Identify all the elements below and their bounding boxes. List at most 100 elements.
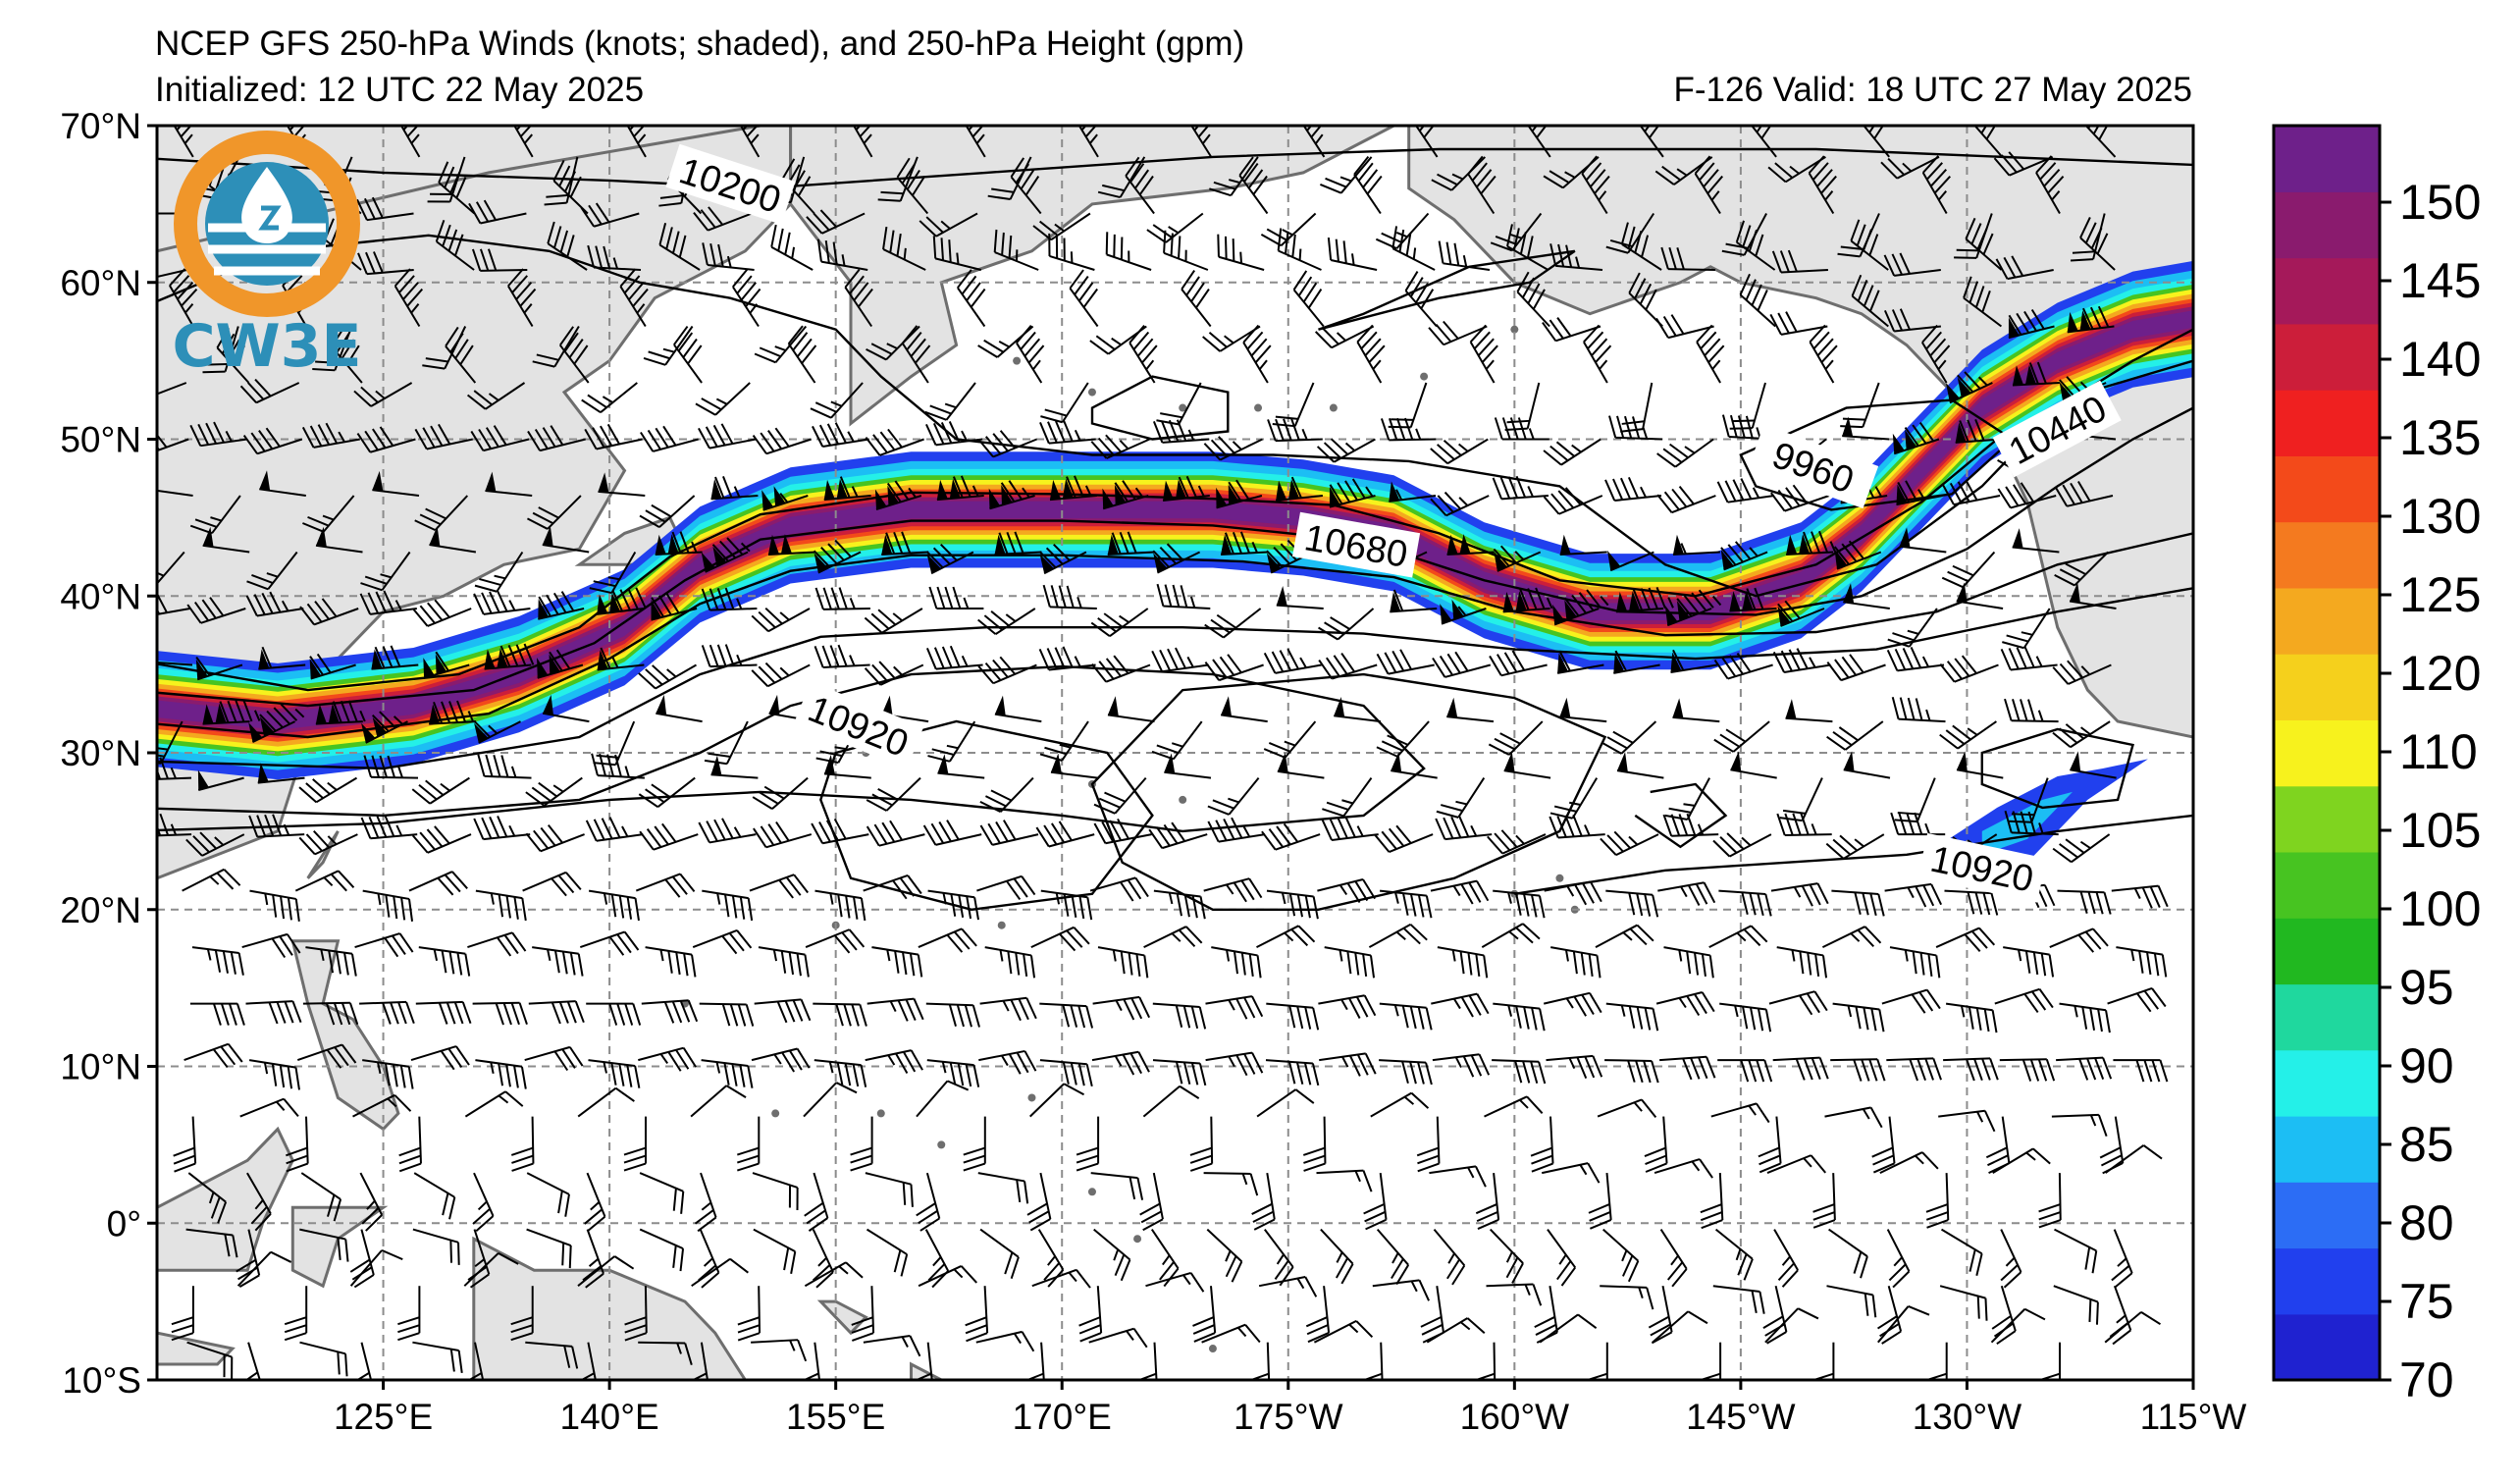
wind-barb — [1316, 1169, 1373, 1192]
wind-barb — [1435, 816, 1493, 841]
wind-barb — [577, 1255, 635, 1287]
wind-barb — [527, 425, 586, 452]
wind-barb — [658, 222, 701, 271]
wind-barb — [1143, 926, 1203, 948]
height-contour-loop-1 — [1090, 375, 1230, 441]
wind-barb — [1076, 1116, 1100, 1172]
wind-barb — [1277, 752, 1325, 779]
wind-barb — [1887, 608, 1938, 648]
wind-barb — [1894, 777, 1936, 823]
wind-barb — [1484, 1095, 1544, 1118]
wind-barb — [1543, 438, 1601, 466]
jet-band-8 — [157, 306, 2193, 734]
wind-barb — [1327, 237, 1378, 271]
height-contour-loop-5 — [1980, 727, 2134, 810]
wind-barb — [2012, 528, 2060, 554]
wind-barb — [1261, 822, 1321, 851]
wind-barb — [423, 651, 470, 679]
wind-barb — [589, 552, 637, 595]
colorbar-label: 130 — [2399, 489, 2481, 544]
wind-barb — [429, 526, 477, 554]
wind-barb — [1031, 1268, 1091, 1289]
wind-barb — [1042, 584, 1097, 609]
wind-barb — [1843, 751, 1891, 779]
wind-barb — [331, 327, 363, 384]
wind-barb — [993, 229, 1039, 271]
wind-barb — [1634, 126, 1664, 158]
wind-barb — [977, 656, 1037, 685]
wind-barb — [1102, 480, 1149, 510]
lat-label: 60°N — [60, 263, 141, 303]
wind-barb — [823, 476, 871, 502]
wind-barb — [597, 587, 647, 615]
wind-barb — [473, 719, 521, 744]
wind-barb — [1152, 1059, 1207, 1086]
colorbar-swatch — [2274, 455, 2380, 523]
wind-barb — [737, 1286, 761, 1342]
wind-barb — [353, 382, 413, 407]
wind-barb — [1486, 1283, 1543, 1306]
wind-barb — [577, 1086, 635, 1118]
wind-barb — [979, 820, 1039, 846]
lon-label: 175°W — [1234, 1397, 1343, 1437]
wind-barb — [2052, 660, 2112, 685]
wind-barb — [925, 645, 983, 670]
wind-barb — [685, 1342, 710, 1380]
colorbar-swatch — [2274, 983, 2380, 1051]
wind-barb — [2049, 927, 2109, 953]
colorbar-swatch — [2274, 191, 2380, 259]
wind-barb — [1758, 1116, 1782, 1174]
wind-barb — [1073, 126, 1102, 158]
wind-barb — [538, 591, 585, 620]
wind-barb — [525, 776, 583, 807]
wind-barb — [1353, 155, 1383, 215]
wind-barb — [1376, 649, 1435, 675]
wind-barb — [814, 1059, 867, 1087]
wind-barb — [1939, 655, 1999, 683]
wind-barb — [1660, 246, 1715, 271]
wind-barb — [1242, 324, 1272, 384]
wind-barb — [186, 597, 246, 624]
wind-barb — [813, 539, 862, 574]
wind-barb — [960, 126, 989, 158]
wind-barb — [823, 754, 871, 779]
wind-barb — [586, 1002, 642, 1026]
colorbar-label: 150 — [2399, 175, 2481, 230]
wind-barb — [257, 763, 305, 784]
wind-barb — [1016, 325, 1045, 384]
wind-barb — [965, 1286, 989, 1343]
wind-barb — [695, 382, 751, 416]
wind-barb — [1209, 156, 1259, 197]
wind-barb — [1549, 814, 1605, 839]
wind-barb — [356, 426, 416, 453]
wind-barb — [751, 1047, 811, 1073]
wind-barb — [851, 1286, 875, 1342]
height-contour-6 — [157, 664, 1426, 833]
lat-label: 40°N — [60, 576, 141, 616]
wind-barb — [1246, 1342, 1271, 1380]
wind-barb — [1552, 589, 1609, 626]
wind-barb — [169, 268, 198, 327]
wind-barb — [1390, 589, 1438, 613]
wind-barb — [1428, 320, 1488, 346]
wind-barb — [635, 873, 696, 898]
wind-barb — [412, 1341, 463, 1374]
wind-barb — [157, 375, 187, 401]
wind-barb — [922, 820, 982, 846]
wind-barb — [248, 1059, 300, 1090]
wind-barb — [2067, 305, 2115, 334]
wind-barb — [1151, 647, 1209, 673]
wind-barb — [412, 825, 472, 854]
wind-barb — [468, 199, 527, 225]
wind-barb — [770, 224, 814, 271]
wind-barb — [1089, 876, 1149, 902]
wind-barb — [1772, 648, 1831, 673]
wind-barb — [248, 814, 305, 838]
wind-barb — [1850, 219, 1889, 271]
wind-barb — [1655, 314, 1714, 340]
wind-barb — [1766, 1154, 1827, 1175]
wind-barb — [767, 534, 815, 556]
wind-barb — [1597, 1098, 1657, 1119]
wind-barb — [580, 202, 640, 228]
wind-barb — [1883, 252, 1941, 277]
